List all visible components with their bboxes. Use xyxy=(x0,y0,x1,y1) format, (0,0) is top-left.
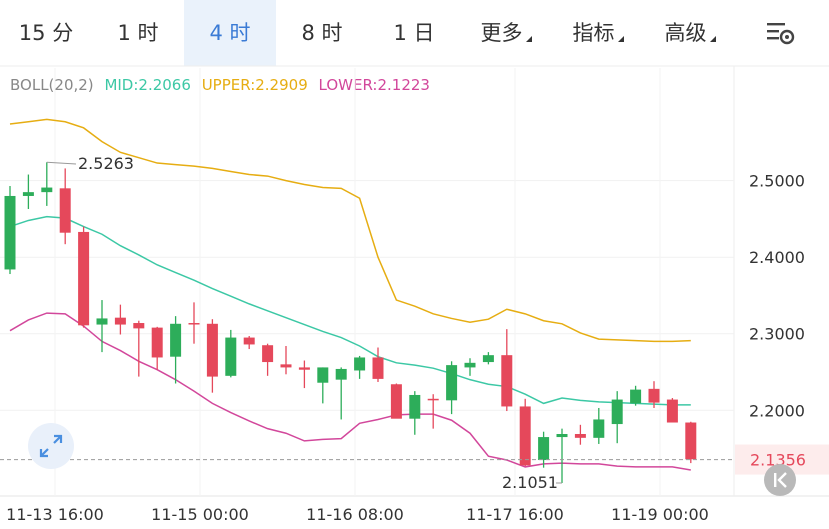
candle-body xyxy=(243,337,255,345)
candle-body xyxy=(41,187,53,193)
high-price-label: 2.5263 xyxy=(78,154,134,173)
candle-body xyxy=(206,323,218,377)
tab-label: 高级 xyxy=(664,21,707,45)
candle-body xyxy=(446,365,458,401)
tab-2[interactable]: 4 时 xyxy=(184,0,276,66)
tab-label: 8 时 xyxy=(301,21,343,45)
candle-body xyxy=(59,188,71,233)
candle-body xyxy=(114,317,126,325)
candle-body xyxy=(556,434,568,438)
dropdown-triangle-icon xyxy=(617,36,624,42)
candle-body xyxy=(390,384,402,419)
y-tick-label: 2.4000 xyxy=(749,248,805,267)
boll-lower-line xyxy=(9,312,691,471)
boll-mid-value: MID:2.2066 xyxy=(104,76,191,94)
x-tick-label: 11-19 00:00 xyxy=(611,505,709,524)
tab-4[interactable]: 1 日 xyxy=(368,0,460,66)
candle-body xyxy=(427,398,439,401)
candle-body xyxy=(298,367,310,370)
boll-mid-line xyxy=(9,215,691,406)
candle-body xyxy=(280,364,292,368)
tab-label: 15 分 xyxy=(18,21,74,45)
boll-lower-value: LOWER:2.1223 xyxy=(318,76,430,94)
x-tick-label: 11-15 00:00 xyxy=(151,505,249,524)
dropdown-triangle-icon xyxy=(709,36,716,42)
candle-body xyxy=(611,399,623,425)
tab-label: 1 时 xyxy=(117,21,159,45)
scroll-to-latest-icon[interactable] xyxy=(764,464,796,496)
tab-6[interactable]: 指标 xyxy=(552,0,644,66)
tab-0[interactable]: 15 分 xyxy=(0,0,92,66)
candle-body xyxy=(354,357,366,371)
tab-3[interactable]: 8 时 xyxy=(276,0,368,66)
candle-body xyxy=(574,434,586,438)
candle-body xyxy=(188,323,200,325)
high-price-pointer xyxy=(46,161,77,165)
x-tick-label: 11-13 16:00 xyxy=(6,505,104,524)
candle-body xyxy=(519,406,531,466)
current-price-label: 2.1356 xyxy=(750,451,806,470)
candle-body xyxy=(133,323,145,329)
tab-label: 4 时 xyxy=(209,21,251,45)
tab-label: 更多 xyxy=(480,21,523,45)
candle-body xyxy=(648,388,660,403)
candle-body xyxy=(151,327,163,358)
candle-body xyxy=(501,355,513,407)
candle-body xyxy=(538,437,550,461)
x-tick-label: 11-17 16:00 xyxy=(466,505,564,524)
candle-body xyxy=(170,323,182,357)
low-price-label: 2.1051 xyxy=(502,473,558,492)
candle-body xyxy=(22,192,34,196)
candle-body xyxy=(78,231,90,326)
candle-body xyxy=(335,368,347,380)
boll-legend: BOLL(20,2) MID:2.2066 UPPER:2.2909 LOWER… xyxy=(10,76,436,94)
expand-icon[interactable] xyxy=(28,423,74,469)
candle-body xyxy=(262,345,274,363)
tab-5[interactable]: 更多 xyxy=(460,0,552,66)
candle-body xyxy=(409,394,421,419)
candle-body xyxy=(685,422,697,460)
tab-label: 1 日 xyxy=(393,21,435,45)
boll-upper-line xyxy=(9,118,691,343)
candle-body xyxy=(464,362,476,368)
dropdown-triangle-icon xyxy=(525,36,532,42)
candle-body xyxy=(317,367,329,383)
candle-body xyxy=(225,337,237,376)
tab-7[interactable]: 高级 xyxy=(644,0,736,66)
boll-name: BOLL(20,2) xyxy=(10,76,94,94)
candle-body xyxy=(593,419,605,438)
candle-body xyxy=(630,389,642,404)
period-toolbar: 15 分 1 时 4 时 8 时 1 日 更多 指标 高级 xyxy=(0,0,829,66)
y-tick-label: 2.2000 xyxy=(749,401,805,420)
tab-1[interactable]: 1 时 xyxy=(92,0,184,66)
y-tick-label: 2.3000 xyxy=(749,325,805,344)
chart-settings-gear-icon[interactable] xyxy=(765,18,799,48)
x-tick-label: 11-16 08:00 xyxy=(306,505,404,524)
tab-label: 指标 xyxy=(572,21,615,45)
y-tick-label: 2.5000 xyxy=(749,172,805,191)
candle-body xyxy=(666,399,678,423)
candle-body xyxy=(482,355,494,363)
candle-body xyxy=(4,195,16,270)
boll-upper-value: UPPER:2.2909 xyxy=(201,76,308,94)
candle-body xyxy=(372,357,384,379)
candle-body xyxy=(96,318,108,325)
